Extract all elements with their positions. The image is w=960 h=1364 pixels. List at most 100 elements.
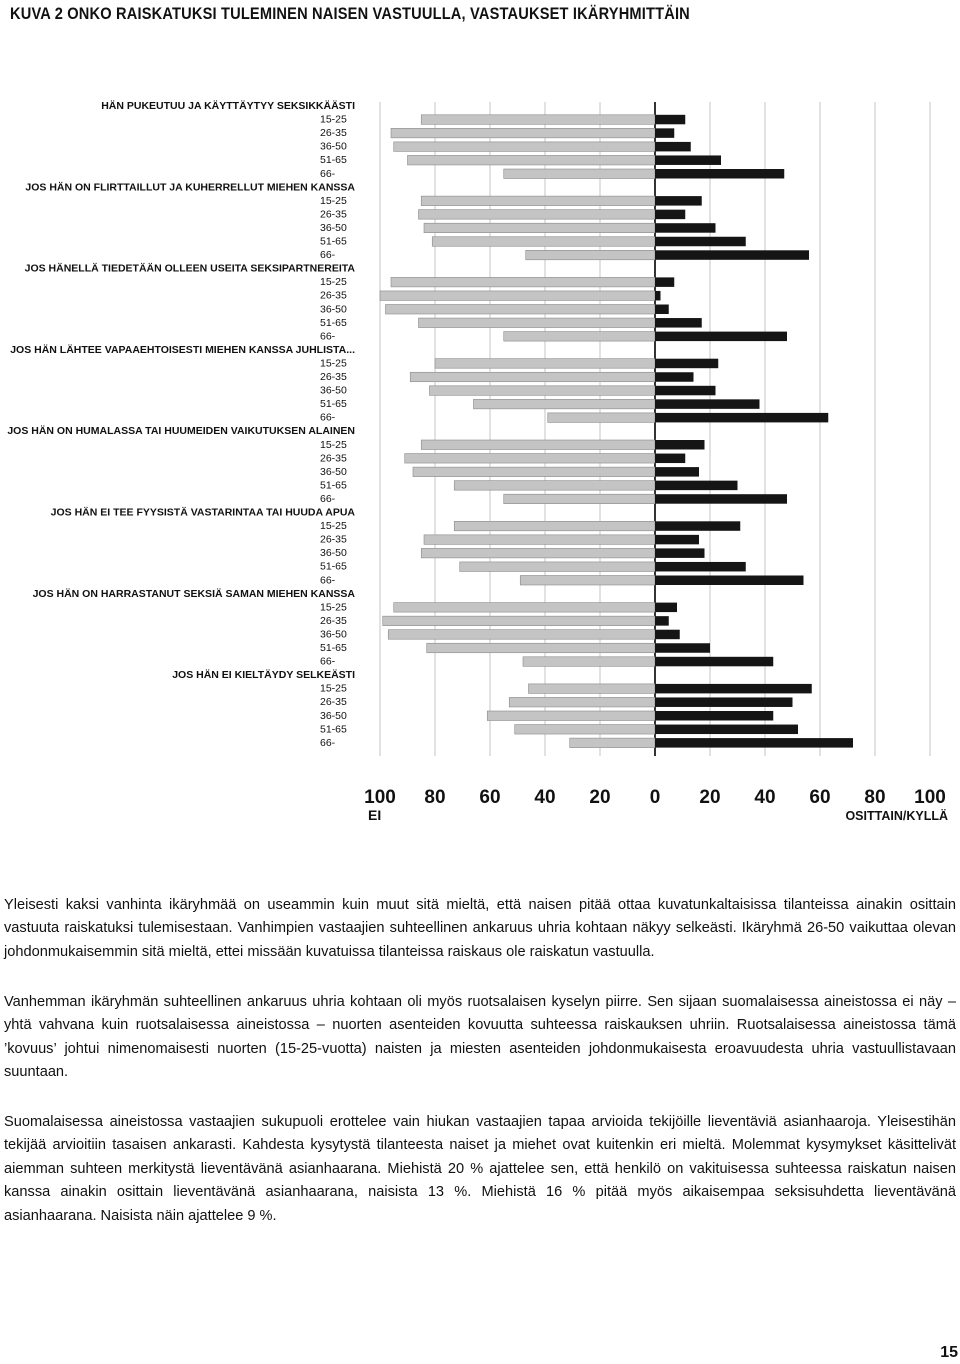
- age-group-label: 51-65: [320, 479, 347, 491]
- x-tick-label: 40: [754, 787, 775, 808]
- x-tick-label: 100: [364, 787, 396, 808]
- x-tick-label: 40: [534, 787, 555, 808]
- bar-osittain-kylla: [655, 534, 699, 545]
- age-group-label: 15-25: [320, 114, 347, 126]
- bar-ei: [525, 250, 656, 261]
- bar-osittain-kylla: [655, 697, 793, 707]
- age-group-label: 26-35: [320, 534, 347, 546]
- age-group-label: 26-35: [320, 208, 347, 220]
- age-group-label: 36-50: [320, 303, 347, 315]
- age-group-label: 36-50: [320, 141, 347, 153]
- bar-osittain-kylla: [655, 290, 661, 301]
- age-group-label: 36-50: [320, 385, 347, 397]
- age-group-label: 51-65: [320, 317, 347, 329]
- x-tick-label: 80: [864, 787, 885, 808]
- bar-osittain-kylla: [655, 114, 686, 125]
- bar-ei: [434, 358, 656, 369]
- bar-ei: [522, 656, 656, 667]
- age-group-label: 36-50: [320, 710, 347, 722]
- x-tick-label: 20: [699, 787, 720, 808]
- body-paragraph-1: Yleisesti kaksi vanhinta ikäryhmää on us…: [4, 896, 956, 960]
- bar-ei: [508, 697, 656, 708]
- bar-osittain-kylla: [655, 724, 798, 735]
- bar-osittain-kylla: [655, 372, 694, 382]
- age-group-label: 26-35: [320, 371, 347, 383]
- bar-osittain-kylla: [655, 399, 760, 409]
- bar-ei: [429, 385, 656, 396]
- bar-ei: [404, 453, 656, 464]
- age-group-label: 66-: [320, 168, 336, 180]
- age-group-label: 66-: [320, 412, 336, 424]
- bar-osittain-kylla: [655, 277, 675, 287]
- bar-osittain-kylla: [655, 223, 716, 233]
- question-label: JOS HÄN ON FLIRTTAILLUT JA KUHERRELLUT M…: [25, 180, 355, 193]
- bar-osittain-kylla: [655, 304, 669, 314]
- bar-osittain-kylla: [655, 385, 716, 396]
- question-label: JOS HÄN EI TEE FYYSISTÄ VASTARINTAA TAI …: [51, 506, 356, 519]
- bar-ei: [547, 412, 656, 423]
- bar-osittain-kylla: [655, 711, 774, 721]
- bar-osittain-kylla: [655, 575, 804, 585]
- bar-osittain-kylla: [655, 602, 677, 613]
- bar-osittain-kylla: [655, 616, 669, 626]
- bar-osittain-kylla: [655, 141, 691, 152]
- age-group-label: 51-65: [320, 154, 347, 166]
- age-group-label: 26-35: [320, 290, 347, 302]
- age-group-label: 36-50: [320, 222, 347, 234]
- diverging-bar-chart: HÄN PUKEUTUU JA KÄYTTÄYTYY SEKSIKKÄÄSTI 1…: [7, 99, 948, 823]
- bar-osittain-kylla: [655, 155, 721, 165]
- bar-osittain-kylla: [655, 467, 699, 477]
- x-tick-label: 20: [589, 787, 610, 808]
- bar-osittain-kylla: [655, 128, 675, 138]
- bar-ei: [420, 114, 656, 125]
- bar-ei: [503, 168, 656, 179]
- age-group-label: 51-65: [320, 642, 347, 654]
- age-group-label: 26-35: [320, 127, 347, 139]
- age-group-label: 51-65: [320, 723, 347, 735]
- bar-ei: [569, 737, 656, 748]
- bar-ei: [453, 480, 656, 491]
- body-paragraph-2: Vanhemman ikäryhmän suhteellinen ankaruu…: [4, 993, 956, 1081]
- bar-ei: [519, 575, 656, 586]
- bar-osittain-kylla: [655, 250, 809, 260]
- x-tick-label: 60: [809, 787, 830, 808]
- x-tick-label: 100: [914, 787, 946, 808]
- bar-ei: [418, 209, 656, 220]
- age-group-label: 36-50: [320, 628, 347, 640]
- bar-osittain-kylla: [655, 236, 746, 247]
- bar-osittain-kylla: [655, 331, 787, 342]
- body-paragraph-3: Suomalaisessa aineistossa vastaajien suk…: [4, 1113, 956, 1224]
- bar-osittain-kylla: [655, 738, 853, 748]
- bar-ei: [503, 331, 656, 342]
- bar-ei: [423, 534, 656, 545]
- age-group-label: 51-65: [320, 561, 347, 573]
- x-tick-label: 80: [424, 787, 445, 808]
- bar-ei: [407, 155, 656, 166]
- age-group-label: 15-25: [320, 439, 347, 451]
- age-group-label: 66-: [320, 656, 336, 668]
- age-group-label: 36-50: [320, 466, 347, 478]
- bar-ei: [420, 195, 656, 206]
- age-group-label: 66-: [320, 249, 336, 261]
- bar-osittain-kylla: [655, 561, 746, 572]
- age-group-label: 15-25: [320, 683, 347, 695]
- bar-ei: [412, 466, 656, 477]
- bar-ei: [528, 683, 656, 694]
- x-tick-label: 0: [650, 787, 661, 808]
- bar-ei: [418, 317, 656, 328]
- bar-ei: [409, 371, 656, 383]
- bar-osittain-kylla: [655, 643, 710, 653]
- bar-ei: [387, 629, 656, 640]
- bar-osittain-kylla: [655, 318, 702, 328]
- bar-ei: [393, 141, 656, 152]
- question-label: JOS HÄN ON HUMALASSA TAI HUUMEIDEN VAIKU…: [7, 424, 355, 437]
- bar-osittain-kylla: [655, 453, 686, 464]
- bar-osittain-kylla: [655, 209, 686, 220]
- question-label: JOS HÄN ON HARRASTANUT SEKSIÄ SAMAN MIEH…: [33, 587, 356, 600]
- age-group-label: 51-65: [320, 398, 347, 410]
- bar-ei: [486, 710, 656, 721]
- bar-osittain-kylla: [655, 358, 719, 369]
- age-group-label: 36-50: [320, 547, 347, 559]
- question-label: JOS HÄNELLÄ TIEDETÄÄN OLLEEN USEITA SEKS…: [25, 262, 356, 275]
- bar-ei: [385, 304, 656, 315]
